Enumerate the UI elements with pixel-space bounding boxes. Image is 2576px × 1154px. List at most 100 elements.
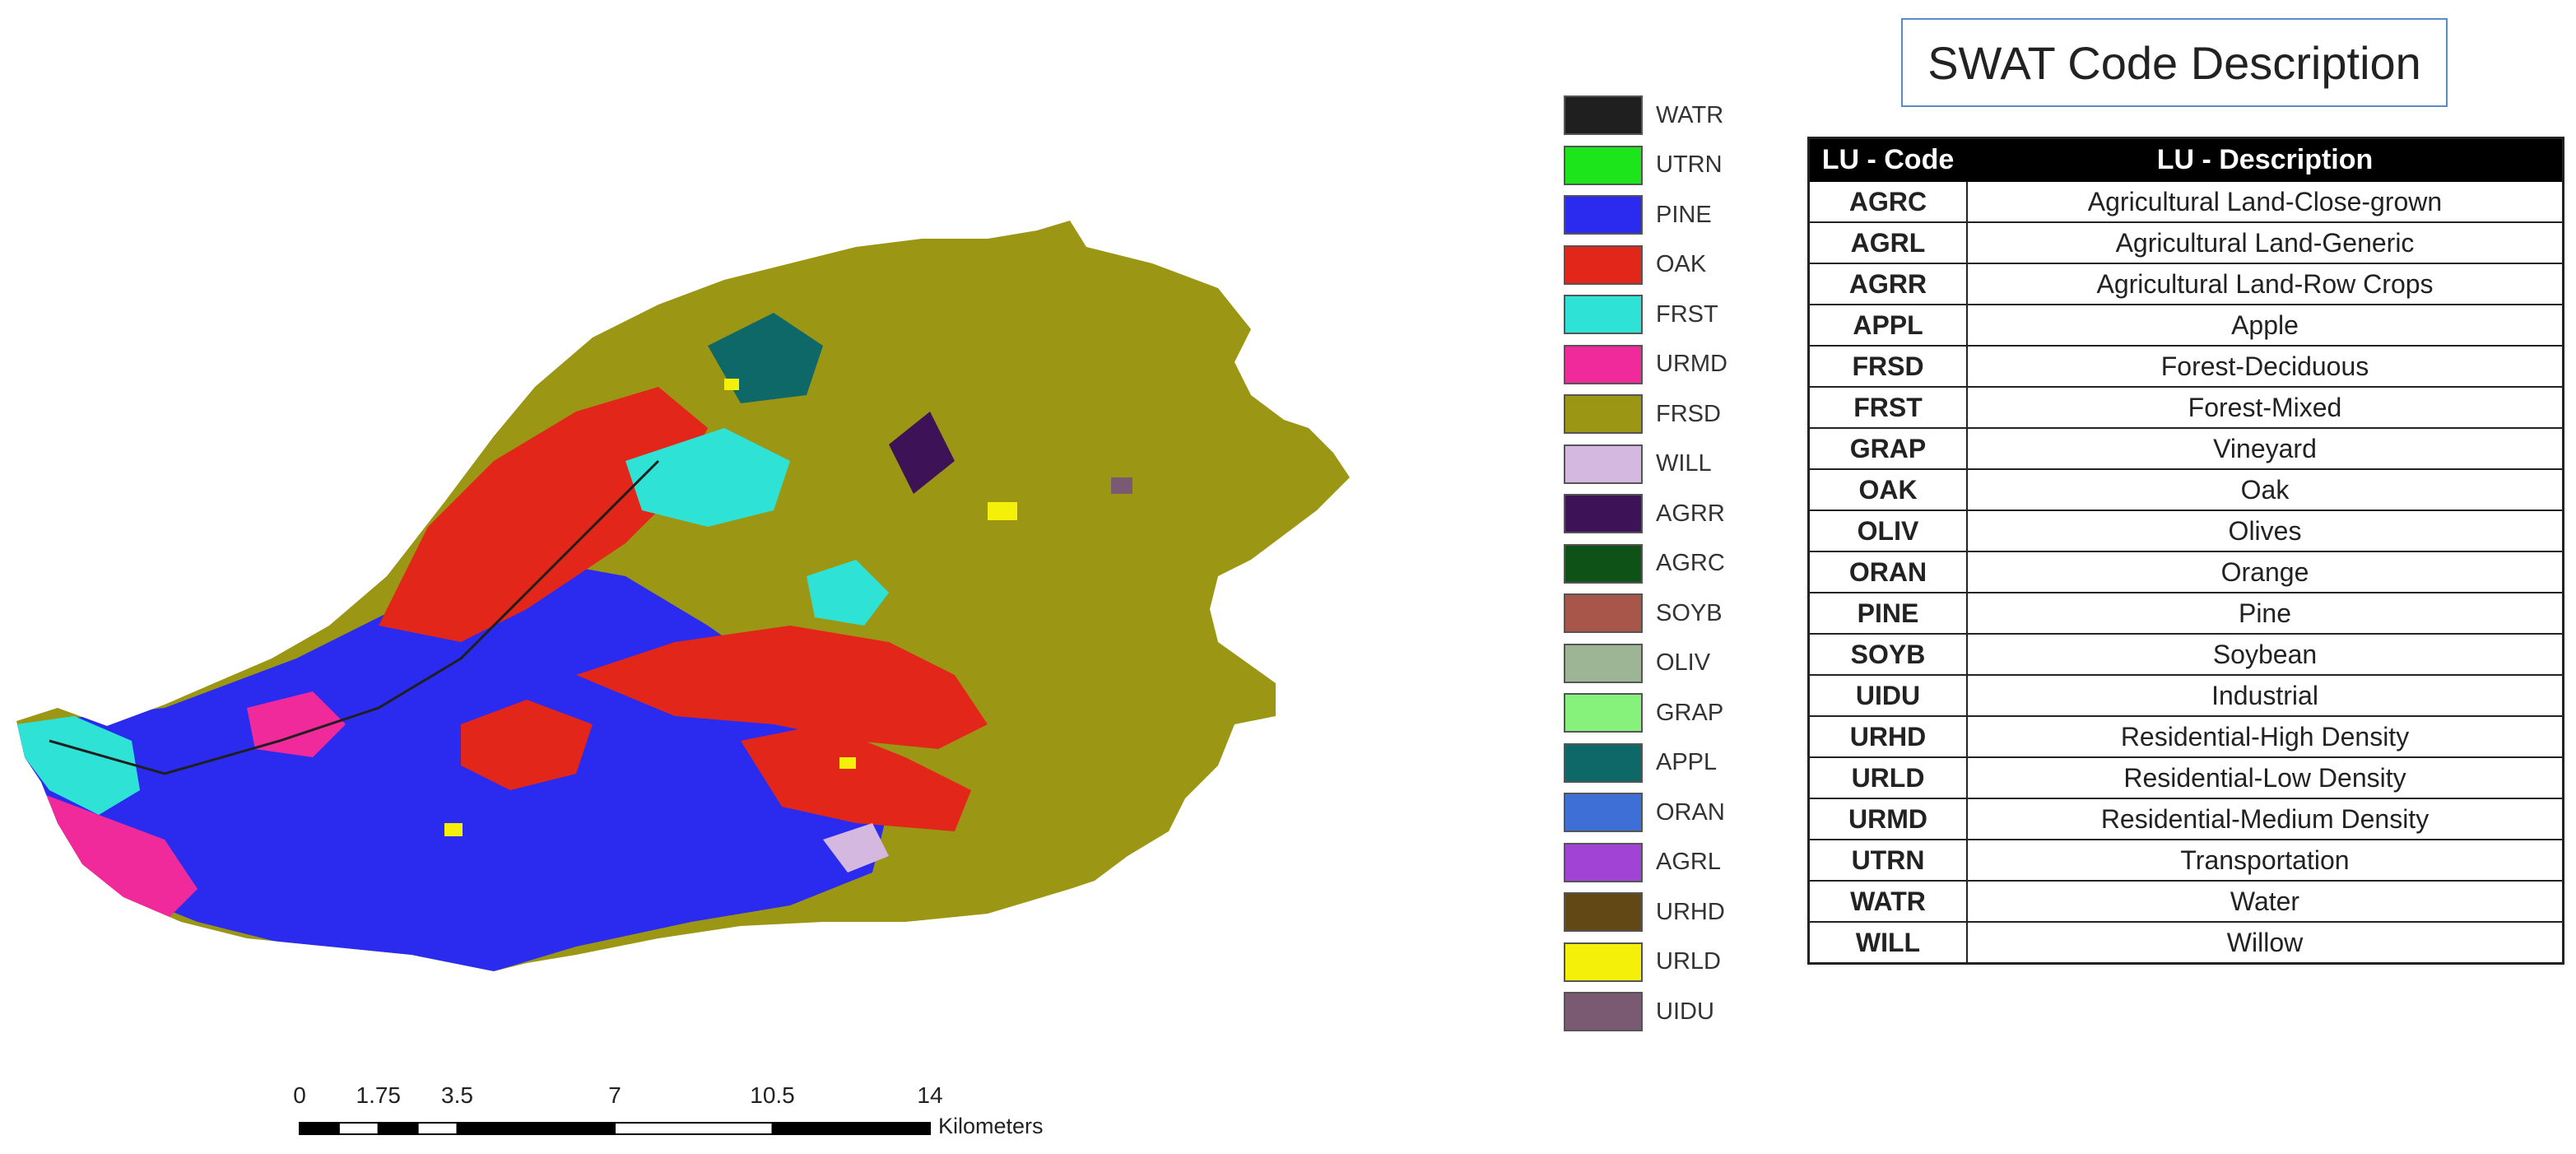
legend-item: UIDU: [1564, 985, 1714, 1038]
lu-description-cell: Soybean: [1966, 633, 2564, 676]
legend-swatch: [1564, 145, 1643, 185]
legend-item: PINE: [1564, 188, 1712, 241]
legend-swatch: [1564, 742, 1643, 783]
table-row: URLD Residential-Low Density: [1807, 756, 2564, 799]
legend-item: URHD: [1564, 886, 1725, 938]
lu-description-cell: Water: [1966, 880, 2564, 923]
legend-item: GRAP: [1564, 686, 1723, 739]
lu-code-cell: WILL: [1807, 921, 1968, 965]
legend-label: AGRR: [1656, 500, 1725, 527]
table-row: GRAP Vineyard: [1807, 427, 2564, 470]
legend-label: PINE: [1656, 201, 1712, 228]
lu-code-cell: WATR: [1807, 880, 1968, 923]
table-row: OLIV Olives: [1807, 510, 2564, 552]
legend-item: OAK: [1564, 239, 1706, 291]
map-river: [49, 459, 660, 775]
legend-swatch: [1564, 244, 1643, 285]
map-frst-region-2: [16, 716, 140, 815]
lu-description-cell: Agricultural Land-Row Crops: [1966, 263, 2564, 305]
lu-description-cell: Vineyard: [1966, 427, 2564, 470]
legend-label: APPL: [1656, 749, 1718, 775]
lu-code-cell: OLIV: [1807, 510, 1968, 552]
lu-code-cell: URLD: [1807, 756, 1968, 799]
legend-item: UTRN: [1564, 139, 1723, 192]
legend-label: URHD: [1656, 898, 1725, 925]
legend-label: OLIV: [1656, 649, 1711, 676]
map-urld-patch-4: [839, 757, 856, 769]
swat-title: SWAT Code Description: [1901, 18, 2448, 107]
table-row: FRST Forest-Mixed: [1807, 386, 2564, 429]
lu-description-cell: Olives: [1966, 510, 2564, 552]
table-row: ORAN Orange: [1807, 551, 2564, 593]
legend-swatch: [1564, 593, 1643, 633]
table-row: URMD Residential-Medium Density: [1807, 798, 2564, 840]
lu-code-cell: URMD: [1807, 798, 1968, 840]
table-row: SOYB Soybean: [1807, 633, 2564, 676]
map-urmd-region-2: [247, 691, 346, 757]
map-oak-region-3: [461, 700, 593, 790]
legend-item: URLD: [1564, 936, 1721, 989]
legend-label: UIDU: [1656, 998, 1714, 1025]
legend-label: WILL: [1656, 450, 1712, 477]
legend-swatch: [1564, 643, 1643, 683]
table-header-row: LU - Code LU - Description: [1807, 137, 2564, 182]
table-row: WILL Willow: [1807, 921, 2564, 965]
map-frsd-region: [16, 221, 1350, 971]
legend-item: AGRL: [1564, 836, 1721, 889]
legend-label: GRAP: [1656, 699, 1724, 726]
lu-description-cell: Residential-Low Density: [1966, 756, 2564, 799]
legend-item: APPL: [1564, 737, 1717, 789]
table-row: WATR Water: [1807, 880, 2564, 923]
map-oak-region-4: [741, 724, 971, 831]
legend-swatch: [1564, 793, 1643, 832]
legend-swatch: [1564, 693, 1643, 733]
legend-swatch: [1564, 444, 1643, 484]
map-urmd-region: [33, 790, 198, 922]
legend-item: WATR: [1564, 89, 1723, 142]
map-agrr-region: [889, 412, 955, 494]
lu-code-cell: AGRL: [1807, 221, 1968, 264]
legend-item: SOYB: [1564, 587, 1723, 640]
swat-code-table: LU - Code LU - Description AGRC Agricultu…: [1807, 137, 2564, 965]
legend-label: UTRN: [1656, 151, 1723, 178]
lu-description-cell: Forest-Deciduous: [1966, 345, 2564, 388]
lu-description-cell: Willow: [1966, 921, 2564, 965]
legend-swatch: [1564, 394, 1643, 434]
legend-item: URMD: [1564, 338, 1727, 391]
map-oak-region-2: [576, 626, 988, 749]
table-row: AGRR Agricultural Land-Row Crops: [1807, 263, 2564, 305]
legend-item: AGRC: [1564, 537, 1725, 590]
legend-label: FRST: [1656, 300, 1718, 328]
legend-swatch: [1564, 295, 1643, 334]
legend-item: FRST: [1564, 288, 1718, 341]
header-lu-code: LU - Code: [1807, 137, 1968, 182]
map-urld-patch: [988, 502, 1017, 520]
lu-code-cell: FRST: [1807, 386, 1968, 429]
legend-label: WATR: [1656, 101, 1724, 128]
lu-code-cell: AGRR: [1807, 263, 1968, 305]
legend-swatch: [1564, 195, 1643, 235]
legend-label: URLD: [1656, 948, 1721, 975]
lu-description-cell: Residential-Medium Density: [1966, 798, 2564, 840]
legend-label: URMD: [1656, 351, 1727, 377]
legend-swatch: [1564, 992, 1643, 1031]
map-urld-patch-2: [724, 379, 739, 390]
legend-swatch: [1564, 942, 1643, 982]
table-row: OAK Oak: [1807, 468, 2564, 511]
legend-swatch: [1564, 892, 1643, 932]
lu-code-cell: ORAN: [1807, 551, 1968, 593]
table-row: FRSD Forest-Deciduous: [1807, 345, 2564, 388]
lu-description-cell: Agricultural Land-Generic: [1966, 221, 2564, 264]
map-frst-region: [625, 428, 790, 527]
legend-label: OAK: [1656, 251, 1707, 277]
map-oak-region: [379, 387, 708, 642]
table-row: PINE Pine: [1807, 592, 2564, 635]
lu-description-cell: Pine: [1966, 592, 2564, 635]
lu-code-cell: GRAP: [1807, 427, 1968, 470]
legend-label: AGRL: [1656, 849, 1721, 875]
lu-code-cell: AGRC: [1807, 180, 1968, 223]
lu-code-cell: PINE: [1807, 592, 1968, 635]
lu-code-cell: FRSD: [1807, 345, 1968, 388]
lu-code-cell: OAK: [1807, 468, 1968, 511]
legend-swatch: [1564, 543, 1643, 584]
